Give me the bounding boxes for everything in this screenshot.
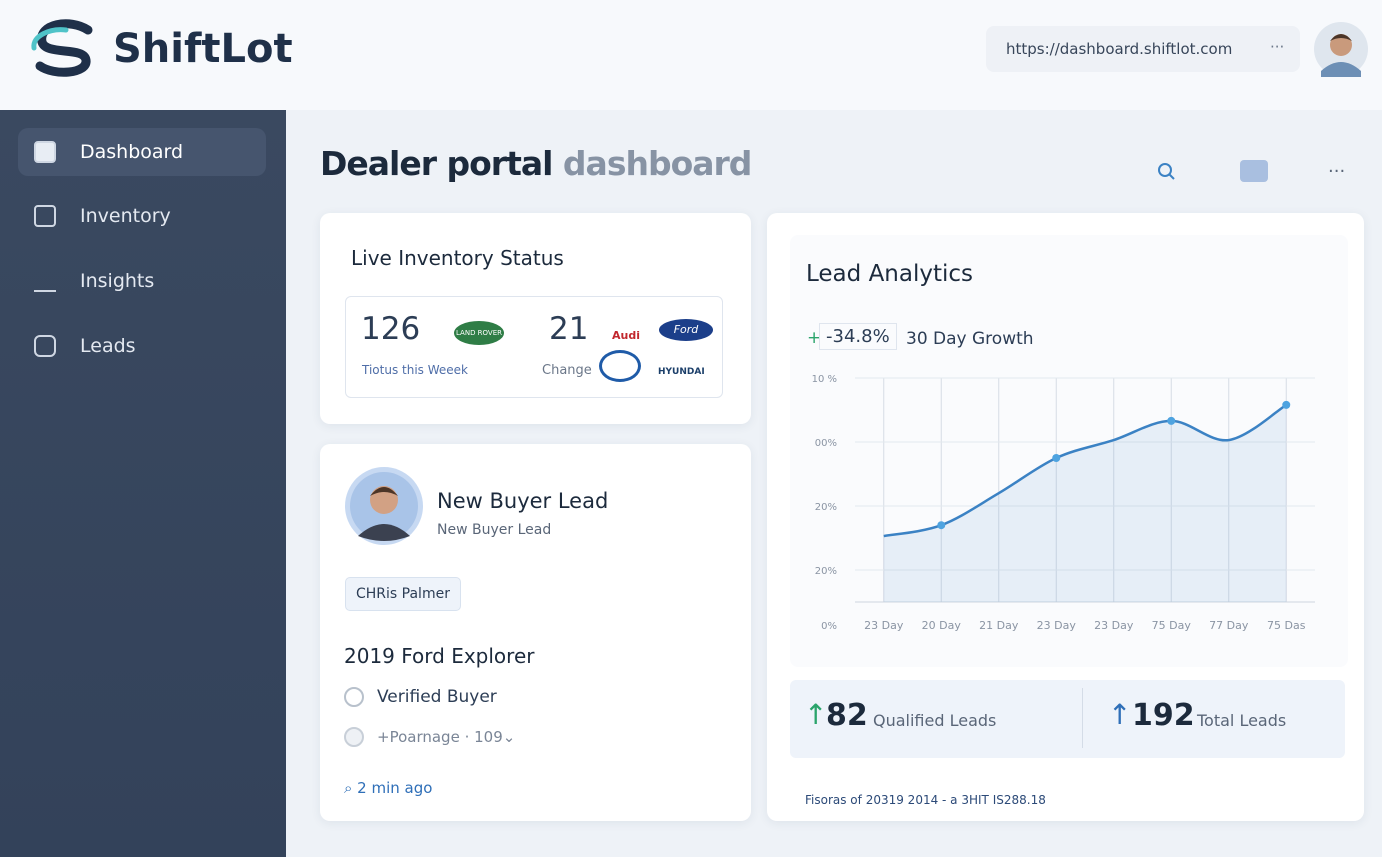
stat-value: 126 [361,311,421,347]
inventory-card: Live Inventory Status 126 Tiotus this We… [320,213,751,424]
brand-logo: HYUNDAI [658,367,705,377]
stats-panel: ↑ 82 Qualified Leads ↑ 192 Total Leads [790,680,1345,758]
url-bar[interactable]: https://dashboard.shiftlot.com ··· [986,26,1300,72]
checkbox[interactable] [344,687,364,707]
check-label: +Poarnage · 109⌄ [377,728,516,746]
y-tick-label: 10 % [812,374,837,385]
x-tick-label: 21 Day [979,619,1019,632]
checkbox[interactable] [344,727,364,747]
stat-label: Total Leads [1197,711,1287,730]
point [937,521,946,530]
stat-value: 192 [1132,698,1195,733]
title-main: Dealer portal [320,144,553,183]
y-tick-label: 20% [815,566,837,577]
nav-item[interactable]: Dashboard [18,128,266,176]
origin-label: 0% [821,621,837,632]
vehicle: 2019 Ford Explorer [344,644,535,668]
lead-card: New Buyer Lead New Buyer Lead CHRis Palm… [320,444,751,821]
sidebar: Dashboard Inventory Insights Leads [0,110,286,857]
avatar[interactable] [1313,21,1369,77]
analytics-title: Lead Analytics [806,261,974,287]
lead-name[interactable]: CHRis Palmer [345,577,461,611]
x-tick-label: 23 Day [864,619,904,632]
header: ShiftLot https://dashboard.shiftlot.com … [0,0,1382,110]
list-icon[interactable] [1240,160,1268,182]
x-tick-label: 23 Day [1037,619,1077,632]
menu-dots[interactable]: ··· [1270,38,1285,56]
footer-note: Fisoras of 20319 2014 - a 3HIT IS288.18 [805,793,1046,807]
area [883,404,1287,602]
brand-logo: Ford [659,319,713,341]
url: https://dashboard.shiftlot.com [1006,40,1233,58]
inventory-box: 126 Tiotus this Weeek LAND ROVER 21 Chan… [345,296,723,398]
point [1282,400,1291,409]
stat-value: 82 [826,698,868,733]
page-title: Dealer portal dashboard [320,144,752,183]
lead-title: New Buyer Lead [437,489,609,513]
x-tick-label: 23 Day [1094,619,1134,632]
x-tick-label: 20 Day [922,619,962,632]
nav-label: Dashboard [80,141,184,163]
nav-label: Insights [80,270,155,292]
growth-sign: + [807,328,822,348]
up-arrow: ↑ [804,698,828,731]
nav-item[interactable]: Inventory [18,192,266,240]
x-tick-label: 75 Das [1267,619,1306,632]
time: ⌕ 2 min ago [344,779,433,797]
search-icon[interactable] [1158,163,1172,177]
line-chart: 23 Day 20 Day 21 Day 23 Day 23 Day 75 Day 77 D… [812,374,1315,632]
brand-logo: Audi [612,329,640,342]
title-accent: dashboard [562,144,752,183]
growth-value: -34.8% [819,323,897,350]
nav-item[interactable]: Leads [18,322,266,370]
nav-label: Inventory [80,205,171,227]
brand: ShiftLot [113,26,293,72]
x-tick-label: 75 Day [1152,619,1192,632]
lead-avatar [345,467,423,545]
lead-subtitle: New Buyer Lead [437,522,552,538]
vw-logo [599,350,641,382]
y-tick-label: 00% [815,438,837,449]
divider [1082,688,1083,748]
card-title: Live Inventory Status [351,246,564,270]
stat-label: Change [542,363,592,378]
brand-logo: LAND ROVER [454,321,504,345]
stat-label: Qualified Leads [873,711,997,730]
nav-item[interactable]: Insights [18,257,266,305]
line [883,403,1287,538]
more-icon[interactable]: ··· [1328,161,1345,182]
analytics-card: Lead Analytics + -34.8% 30 Day Growth 23… [767,213,1364,821]
y-tick-label: 20% [815,502,837,513]
point [1052,454,1061,462]
logo [31,19,93,77]
stat-value: 21 [549,311,589,347]
nav-label: Leads [80,335,136,357]
time-label: 2 min ago [357,779,433,797]
check-label: Verified Buyer [377,687,497,707]
toolbar: ··· [1158,160,1345,182]
growth-label: 30 Day Growth [906,329,1034,349]
x-tick-label: 77 Day [1209,619,1249,632]
chart-panel [790,235,1348,667]
point [1167,416,1176,425]
stat-label: Tiotus this Weeek [362,363,468,377]
up-arrow: ↑ [1108,698,1132,731]
